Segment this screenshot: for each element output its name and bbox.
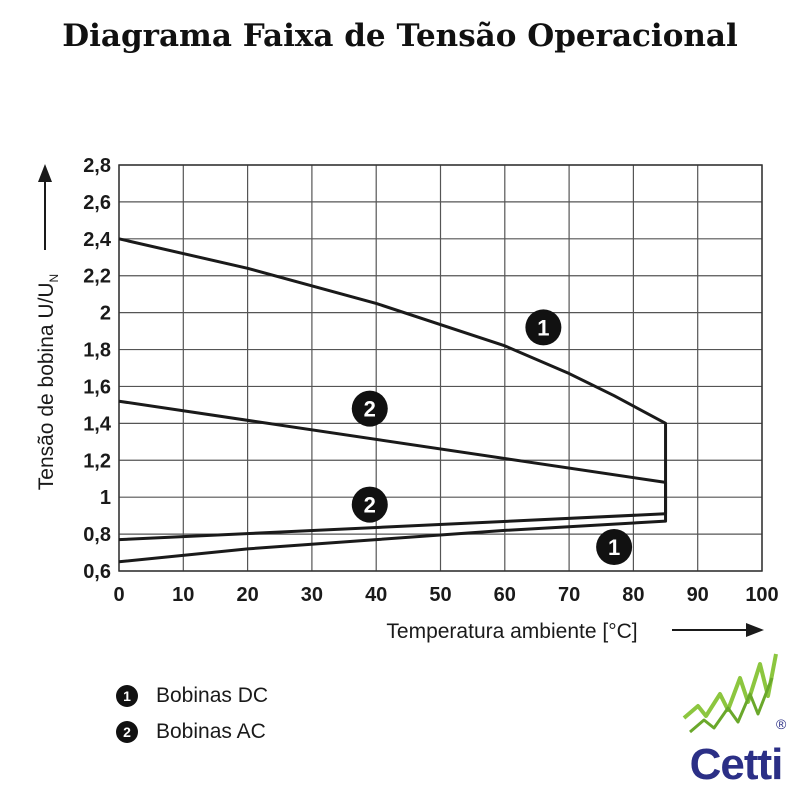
annotation-circle <box>351 390 388 427</box>
y-tick-label: 1 <box>100 487 111 509</box>
annotation-circle <box>596 529 633 566</box>
voltage-range-chart: 0 10 20 30 40 50 60 70 80 90 100 0,6 0,8 1 1,2 1,4 1,6 1,… <box>35 155 779 643</box>
x-tick-label: 10 <box>172 584 194 606</box>
logo-zigzag-icon <box>682 653 778 734</box>
y-tick-label: 2 <box>100 303 111 325</box>
y-tick-label: 2,8 <box>83 155 111 177</box>
y-axis-title-subscript: N <box>47 274 61 283</box>
y-tick-label: 1,2 <box>83 450 111 472</box>
axis-titles: Temperatura ambiente [°C] Tensão de bobin… <box>35 164 764 643</box>
x-tick-label: 60 <box>494 584 516 606</box>
annotation-circle <box>351 486 388 523</box>
y-axis-title: Tensão de bobina U/UN <box>35 274 61 490</box>
legend-label-dc: Bobinas DC <box>156 684 269 707</box>
legend-label-ac: Bobinas AC <box>156 720 266 743</box>
x-tick-label: 30 <box>301 584 323 606</box>
x-tick-label: 100 <box>745 584 778 606</box>
plot-frame <box>118 164 763 572</box>
annotation-label: 1 <box>537 315 549 340</box>
y-tick-label: 1,4 <box>83 413 112 435</box>
annotation-badge: 2 <box>351 390 388 427</box>
cetti-logo: ® Cetti <box>676 648 796 798</box>
y-axis-arrow-head <box>38 164 52 182</box>
series-ac-lower-line <box>118 512 666 542</box>
legend-item-dc: 1 Bobinas DC <box>116 678 268 714</box>
chart-title: Diagrama Faixa de Tensão Operacional <box>62 18 738 54</box>
legend-badge-2: 2 <box>116 721 138 743</box>
y-tick-label: 0,6 <box>83 561 111 583</box>
x-axis-arrow-head <box>746 623 764 637</box>
annotation-badge: 1 <box>596 529 633 566</box>
x-tick-label: 80 <box>622 584 644 606</box>
x-tick-label: 40 <box>365 584 387 606</box>
annotation-label: 2 <box>364 493 376 518</box>
tick-labels: 0 10 20 30 40 50 60 70 80 90 100 0,6 0,8 1 1,2 1,4 1,6 1,… <box>83 155 779 606</box>
series-dc-line <box>118 237 668 564</box>
y-tick-label: 2,2 <box>83 266 111 288</box>
y-tick-label: 2,4 <box>83 229 112 251</box>
series-ac-upper-line <box>118 399 666 484</box>
x-tick-label: 90 <box>687 584 709 606</box>
x-tick-label: 70 <box>558 584 580 606</box>
y-axis-title-main: Tensão de bobina U/U <box>35 282 58 490</box>
x-axis-title: Temperatura ambiente [°C] <box>386 620 637 643</box>
y-tick-label: 1,6 <box>83 376 111 398</box>
legend-item-ac: 2 Bobinas AC <box>116 714 268 750</box>
y-tick-label: 2,6 <box>83 192 111 214</box>
annotations: 1 2 2 1 <box>351 309 633 566</box>
x-tick-label: 20 <box>236 584 258 606</box>
annotation-circle <box>525 309 562 346</box>
series <box>118 237 668 564</box>
annotation-badge: 2 <box>351 486 388 523</box>
annotation-label: 2 <box>364 397 376 422</box>
logo-text: Cetti <box>689 740 784 789</box>
y-tick-label: 0,8 <box>83 524 111 546</box>
y-tick-label: 1,8 <box>83 340 111 362</box>
annotation-label: 1 <box>608 535 620 560</box>
logo-registered-mark: ® <box>776 716 787 732</box>
x-tick-label: 0 <box>113 584 124 606</box>
grid <box>118 164 763 572</box>
legend-badge-1: 1 <box>116 685 138 707</box>
x-tick-label: 50 <box>429 584 451 606</box>
legend: 1 Bobinas DC 2 Bobinas AC <box>116 678 268 750</box>
annotation-badge: 1 <box>525 309 562 346</box>
